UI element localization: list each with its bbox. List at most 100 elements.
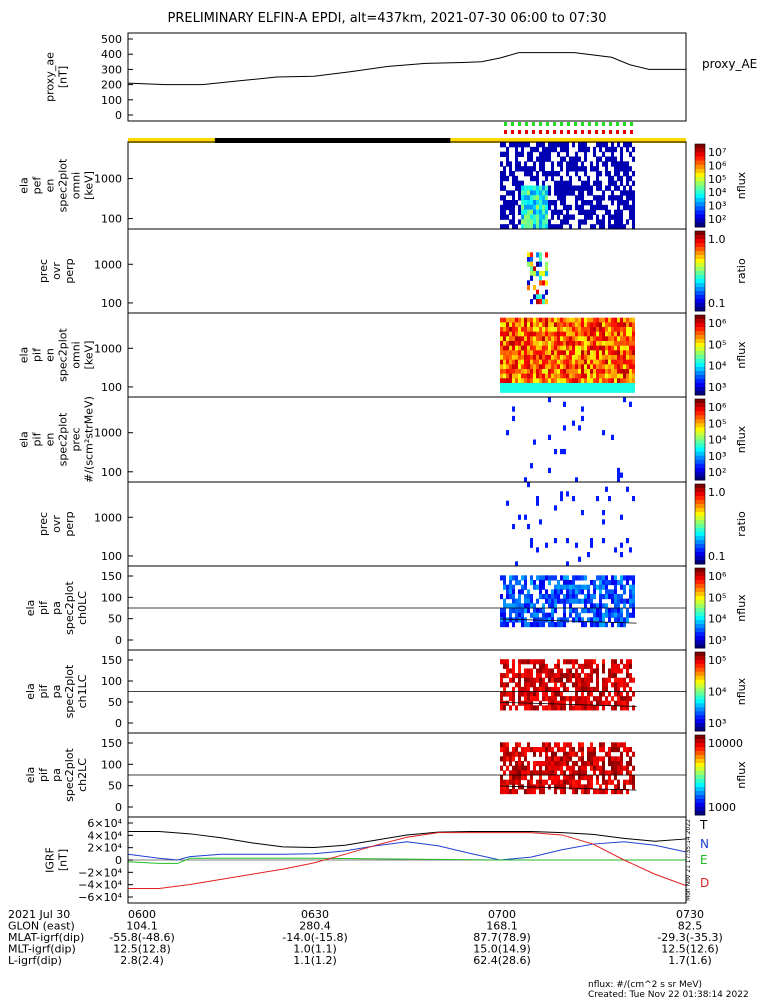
- spectrogram-cell: [560, 359, 563, 365]
- spectrogram-cell: [515, 378, 518, 384]
- spectrogram-cell: [572, 608, 575, 614]
- spectrogram-cell: [611, 594, 614, 600]
- spectrogram-cell: [542, 677, 545, 683]
- spectrogram-cell: [602, 538, 605, 544]
- spectrogram-cell: [518, 691, 521, 697]
- spectrogram-cell: [557, 580, 560, 586]
- spectrogram-cell: [614, 331, 617, 337]
- spectrogram-cell: [578, 156, 581, 162]
- spectrogram-cell: [575, 345, 578, 351]
- spectrogram-cell: [524, 142, 527, 148]
- spectrogram-cell: [500, 322, 503, 328]
- spectrogram-cell: [611, 369, 614, 375]
- colorbar-tick: 10⁵: [708, 338, 726, 351]
- spectrogram-cell: [575, 336, 578, 342]
- spectrogram-cell: [545, 373, 548, 379]
- spectrogram-cell: [593, 204, 596, 211]
- spectrogram-cell: [548, 775, 551, 781]
- green-marker: [595, 122, 598, 126]
- spectrogram-cell: [533, 219, 536, 225]
- spectrogram-cell: [620, 209, 623, 215]
- spectrogram-cell: [539, 355, 542, 361]
- spectrogram-cell: [530, 166, 533, 172]
- spectrogram-cell: [524, 317, 527, 323]
- spectrogram-cell: [608, 171, 611, 177]
- spectrogram-cell: [560, 765, 563, 771]
- spectrogram-cell: [602, 580, 605, 586]
- spectrogram-cell: [560, 209, 563, 215]
- spectrogram-cell: [542, 584, 545, 590]
- spectrogram-cell: [611, 156, 614, 162]
- ytick-label: 150: [101, 654, 122, 667]
- spectrogram-cell: [611, 761, 614, 767]
- spectrogram-cell: [503, 345, 506, 351]
- spectrogram-cell: [605, 171, 608, 177]
- spectrogram-cell: [572, 185, 575, 191]
- spectrogram-cell: [554, 378, 557, 384]
- spectrogram-cell: [575, 171, 578, 177]
- spectrogram-cell: [500, 756, 503, 762]
- spectrogram-cell: [542, 224, 545, 230]
- colorbar-cell: [695, 347, 705, 352]
- spectrogram-cell: [629, 696, 632, 702]
- ylabel-ela_pif_prec: ela: [18, 431, 31, 448]
- spectrogram-cell: [548, 765, 551, 771]
- ylabel-ela_pif_pa_ch0: ch0LC: [76, 591, 89, 625]
- spectrogram-cell: [599, 584, 602, 590]
- spectrogram-cell: [614, 327, 617, 333]
- loss-cone-line: [499, 618, 637, 624]
- spectrogram-cell: [617, 204, 620, 211]
- spectrogram-cell: [506, 383, 509, 389]
- spectrogram-cell: [509, 190, 512, 196]
- spectrogram-cell: [542, 195, 545, 201]
- spectrogram-cell: [512, 378, 515, 384]
- spectrogram-cell: [599, 580, 602, 586]
- spectrogram-cell: [503, 383, 506, 389]
- spectrogram-cell: [518, 775, 521, 781]
- spectrogram-cell: [578, 378, 581, 384]
- spectrogram-cell: [617, 331, 620, 337]
- spectrogram-cell: [602, 663, 605, 669]
- spectrogram-cell: [518, 779, 521, 785]
- spectrogram-cell: [578, 598, 581, 604]
- spectrogram-cell: [557, 622, 560, 628]
- spectrogram-cell: [590, 594, 593, 600]
- colorbar-cell: [695, 419, 705, 424]
- spectrogram-cell: [614, 594, 617, 600]
- spectrogram-cell: [500, 336, 503, 342]
- colorbar-cell: [695, 655, 705, 661]
- spectrogram-cell: [509, 364, 512, 370]
- spectrogram-cell: [545, 224, 548, 230]
- spectrogram-cell: [530, 463, 533, 469]
- spectrogram-cell: [566, 359, 569, 365]
- spectrogram-cell: [617, 142, 620, 148]
- spectrogram-cell: [575, 612, 578, 618]
- spectrogram-cell: [605, 146, 608, 153]
- spectrogram-cell: [596, 775, 599, 781]
- spectrogram-cell: [599, 608, 602, 614]
- green-marker: [546, 122, 549, 126]
- spectrogram-cell: [566, 146, 569, 153]
- spectrogram-cell: [524, 336, 527, 342]
- red-marker: [595, 130, 598, 134]
- spectrogram-cell: [614, 156, 617, 162]
- spectrogram-cell: [578, 219, 581, 225]
- spectrogram-cell: [536, 175, 539, 182]
- spectrogram-cell: [572, 775, 575, 781]
- spectrogram-cell: [557, 387, 560, 393]
- spectrogram-cell: [563, 779, 566, 785]
- spectrogram-cell: [551, 171, 554, 177]
- spectrogram-cell: [548, 322, 551, 328]
- spectrogram-cell: [554, 622, 557, 628]
- spectrogram-cell: [629, 166, 632, 172]
- spectrogram-cell: [578, 747, 581, 753]
- spectrogram-cell: [596, 175, 599, 182]
- ytick-label: 150: [101, 737, 122, 750]
- spectrogram-cell: [584, 608, 587, 614]
- spectrogram-cell: [614, 185, 617, 191]
- green-marker: [567, 122, 570, 126]
- spectrogram-cell: [503, 659, 506, 665]
- spectrogram-cell: [500, 214, 503, 220]
- spectrogram-cell: [569, 700, 572, 706]
- spectrogram-cell: [581, 696, 584, 702]
